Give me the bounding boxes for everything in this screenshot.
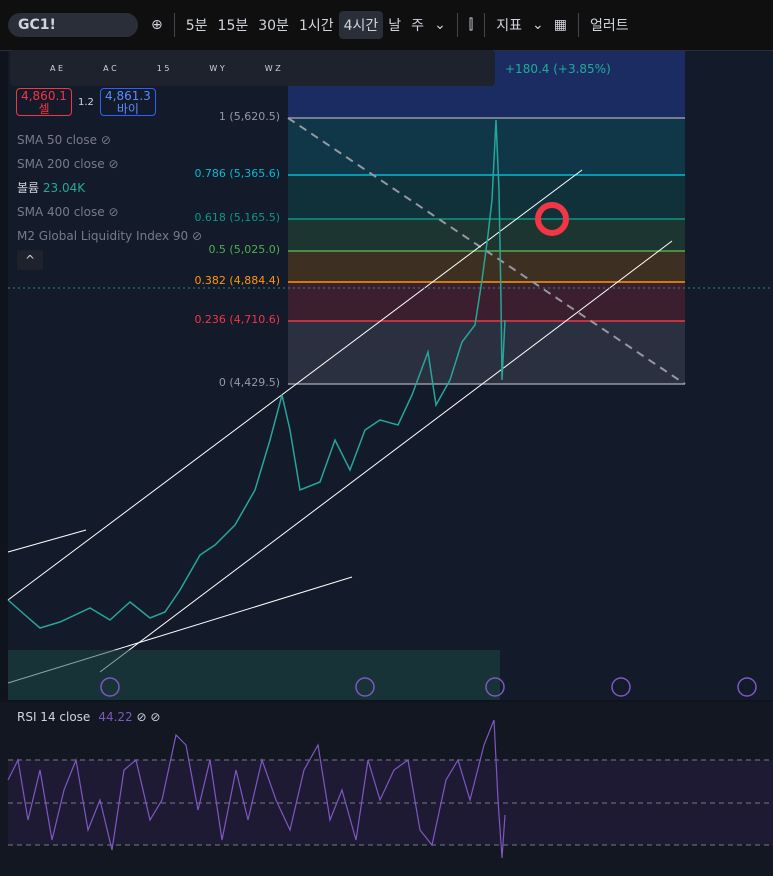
annotation-circle	[535, 202, 569, 236]
legend-item[interactable]: M2 Global Liquidity Index 90 ⊘	[17, 229, 203, 243]
interval[interactable]: 15분	[217, 18, 249, 34]
price-series	[7, 119, 506, 629]
sep	[578, 13, 580, 37]
legend-value: 23.04K	[42, 181, 86, 195]
legend-item[interactable]: 볼륨 23.04K	[17, 176, 202, 200]
tool[interactable]: 1 5	[156, 63, 170, 73]
layouts[interactable]: ▦	[553, 17, 568, 33]
indicators[interactable]: 지표	[496, 18, 523, 34]
fib-band	[288, 251, 685, 282]
fib-band	[288, 175, 685, 219]
fib-band	[288, 321, 685, 384]
dropdown[interactable]: ⌄	[434, 17, 446, 33]
rsi-title: RSI 14 close	[17, 710, 91, 724]
interval[interactable]: 주	[411, 18, 425, 34]
buy-button[interactable]: 4,861.3 바이	[99, 88, 156, 116]
buy-label: 바이	[116, 102, 139, 116]
chart-bg	[8, 50, 773, 700]
fib-label: 0 (4,429.5)	[219, 376, 280, 389]
legend: SMA 50 close ⊘ SMA 200 close ⊘ 볼륨 23.04K…	[17, 128, 202, 270]
price-change: +180.4 (+3.85%)	[505, 62, 611, 76]
interval[interactable]: 30분	[258, 18, 289, 34]
fib-label: 1 (5,620.5)	[219, 110, 280, 123]
legend-name: M2 Global Liquidity Index 90	[17, 229, 189, 243]
fib-band	[288, 282, 685, 321]
legend-item[interactable]: SMA 400 close ⊘	[17, 205, 119, 219]
rsi-value: 44.22	[98, 710, 133, 724]
interval[interactable]: 4시간	[338, 11, 384, 39]
fib-label: 0.236 (4,710.6)	[194, 313, 280, 326]
legend-name: 볼륨	[17, 181, 40, 195]
alerts[interactable]: 얼러트	[590, 18, 629, 34]
sep	[456, 13, 458, 37]
fib-label: 0.786 (5,365.6)	[194, 167, 280, 180]
fib-label: 0.382 (4,884.4)	[194, 274, 280, 287]
sell-button[interactable]: 4,860.1 셀	[16, 88, 72, 116]
tool[interactable]: W Y	[209, 63, 225, 73]
legend-name: SMA 50 close	[17, 133, 97, 147]
buy-price: 4,861.3	[105, 89, 151, 103]
chart-type[interactable]: ⫿	[468, 17, 474, 33]
sell-label: 셀	[38, 102, 50, 116]
event-icons	[100, 677, 757, 697]
tool[interactable]: A C	[103, 63, 117, 73]
sell-price: 4,860.1	[21, 89, 67, 103]
spread: 1.2	[78, 96, 94, 108]
top-toolbar: GC1! ⊕ 5분 15분 30분 1시간 4시간 날 주 ⌄ ⫿ 지표 ⌄ ▦…	[0, 0, 773, 51]
interval[interactable]: 날	[388, 18, 402, 34]
legend-name: SMA 200 close	[17, 157, 105, 171]
collapse[interactable]: ^	[17, 250, 43, 270]
add[interactable]: ⊕	[151, 17, 163, 33]
legend-item[interactable]: SMA 200 close ⊘	[17, 157, 119, 171]
rsi-legend: RSI 14 close 44.22 ⊘ ⊘	[17, 710, 161, 724]
tool[interactable]: W Z	[264, 63, 281, 73]
legend-name: SMA 400 close	[17, 205, 105, 219]
legend-item[interactable]: SMA 50 close ⊘	[17, 133, 111, 147]
interval[interactable]: 1시간	[298, 18, 334, 34]
interval[interactable]: 5분	[185, 18, 208, 34]
rsi-line	[7, 719, 506, 859]
trade-panel: 4,860.1 셀 1.2 4,861.3 바이	[16, 88, 156, 116]
fib-label: 0.618 (5,165.5)	[194, 211, 280, 224]
fib-label: 0.5 (5,025.0)	[208, 243, 280, 256]
symbol[interactable]: GC1!	[8, 13, 138, 37]
dropdown[interactable]: ⌄	[532, 17, 544, 33]
sep	[484, 13, 486, 37]
tool[interactable]: A E	[50, 63, 64, 73]
fib-band	[288, 118, 685, 175]
volume	[8, 650, 500, 700]
drawing-toolbar: A E A C 1 5 W Y W Z	[10, 50, 495, 86]
sep	[173, 13, 175, 37]
